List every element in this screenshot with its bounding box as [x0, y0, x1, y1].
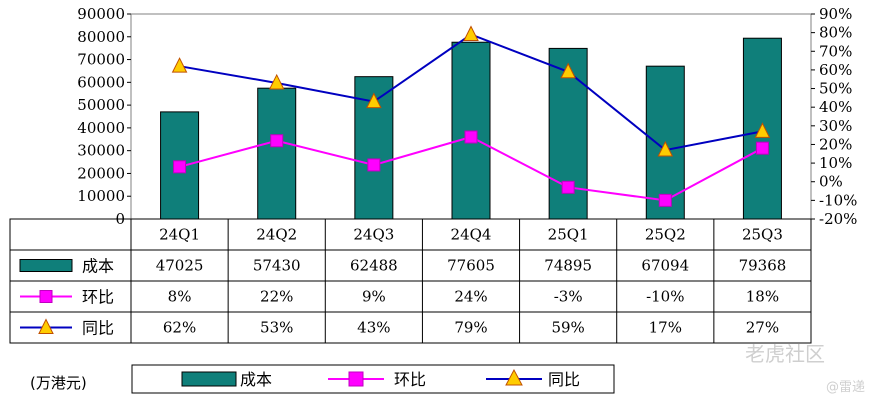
table-value-yoy: 27%	[746, 319, 779, 337]
watermark: 老虎社区	[745, 342, 825, 366]
right-tick-label: 60%	[819, 61, 852, 79]
marker-mom	[270, 134, 284, 148]
table-series-label: 环比	[82, 288, 114, 307]
left-tick-label: 40000	[77, 119, 125, 137]
marker-mom	[561, 180, 575, 194]
left-tick-label: 50000	[77, 96, 125, 114]
right-tick-label: 10%	[819, 154, 852, 172]
table-value-yoy: 79%	[454, 319, 487, 337]
table-value-yoy: 53%	[260, 319, 293, 337]
table-value-bar: 67094	[641, 257, 689, 275]
table-series-label: 成本	[82, 257, 114, 276]
table-key-bar	[19, 259, 73, 272]
table-value-yoy: 17%	[649, 319, 682, 337]
left-tick-label: 70000	[77, 51, 125, 69]
table-value-bar: 62488	[350, 257, 398, 275]
right-tick-label: -20%	[819, 210, 857, 228]
marker-mom	[367, 158, 381, 172]
legend-label-mom: 环比	[394, 370, 426, 389]
table-value-yoy: 62%	[163, 319, 196, 337]
right-tick-label: 70%	[819, 42, 852, 60]
unit-label: (万港元)	[30, 374, 87, 392]
table-value-bar: 47025	[156, 257, 204, 275]
right-tick-label: 80%	[819, 24, 852, 42]
legend-label-yoy: 同比	[548, 370, 580, 389]
category-label: 24Q1	[159, 226, 200, 244]
table-value-mom: -3%	[554, 288, 583, 306]
table-value-bar: 74895	[544, 257, 592, 275]
table-value-yoy: 59%	[551, 319, 584, 337]
marker-yoy	[268, 73, 285, 90]
marker-yoy	[560, 62, 576, 79]
right-tick-label: 40%	[819, 98, 852, 116]
legend-key-mom-marker	[348, 371, 364, 387]
table-series-label: 同比	[82, 319, 114, 338]
table-value-bar: 77605	[447, 257, 495, 275]
left-tick-label: 60000	[77, 73, 125, 91]
table-value-mom: 18%	[746, 288, 779, 306]
right-tick-label: 30%	[819, 117, 852, 135]
table-value-yoy: 43%	[357, 319, 390, 337]
left-tick-label: 90000	[77, 5, 125, 23]
category-label: 25Q3	[742, 226, 783, 244]
category-label: 24Q3	[353, 226, 394, 244]
marker-mom	[464, 130, 478, 144]
table-key-mom-marker	[39, 290, 53, 303]
legend-key-yoy-marker	[505, 368, 523, 386]
right-tick-label: 20%	[819, 135, 852, 153]
table-value-mom: 9%	[362, 288, 386, 306]
table-value-bar: 57430	[253, 257, 301, 275]
table-value-mom: 8%	[168, 288, 192, 306]
right-tick-label: -10%	[819, 191, 857, 209]
table-value-mom: 24%	[454, 288, 487, 306]
category-label: 25Q1	[548, 226, 589, 244]
category-label: 24Q2	[256, 226, 297, 244]
right-tick-label: 90%	[819, 5, 852, 23]
marker-mom	[755, 141, 769, 155]
legend-key-cost	[181, 371, 237, 387]
right-tick-label: 0%	[819, 173, 843, 191]
table-value-mom: 22%	[260, 288, 293, 306]
left-tick-label: 20000	[77, 164, 125, 182]
table-value-mom: -10%	[646, 288, 684, 306]
marker-yoy	[754, 122, 771, 138]
category-label: 24Q4	[451, 226, 492, 244]
marker-mom	[173, 160, 187, 174]
category-label: 25Q2	[645, 226, 686, 244]
right-tick-label: 50%	[819, 80, 852, 98]
marker-mom	[658, 193, 672, 207]
table-key-yoy-marker	[38, 318, 54, 334]
marker-yoy	[463, 25, 479, 41]
left-tick-label: 10000	[77, 187, 125, 205]
marker-yoy	[657, 140, 674, 157]
left-tick-label: 30000	[77, 142, 125, 160]
legend-label-cost: 成本	[240, 370, 272, 389]
bar-cost	[257, 87, 297, 220]
table-value-bar: 79368	[739, 257, 787, 275]
marker-yoy	[171, 57, 188, 73]
left-tick-label: 80000	[77, 28, 125, 46]
marker-yoy	[366, 92, 382, 109]
watermark-author: @雷递	[826, 380, 866, 395]
